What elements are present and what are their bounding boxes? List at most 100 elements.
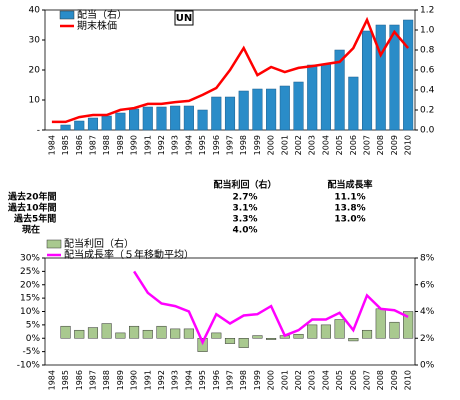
logo-box: [174, 10, 194, 26]
x-tick-label: 2001: [280, 370, 289, 390]
bar: [74, 329, 85, 339]
bar: [334, 319, 345, 339]
x-tick-label: 1984: [47, 370, 56, 390]
x-tick-label: 2010: [404, 370, 413, 390]
x-tick-label: 2004: [321, 135, 330, 155]
bar: [115, 112, 126, 131]
x-tick-label: 1995: [198, 370, 207, 390]
y2-tick-label: 0.4: [420, 86, 435, 96]
bar: [142, 329, 153, 339]
x-tick-label: 2007: [363, 135, 372, 155]
x-tick-label: 1988: [102, 370, 111, 390]
bar: [307, 324, 318, 339]
y2-tick-label: 0.2: [420, 106, 434, 116]
y-tick-label: 20: [29, 66, 41, 76]
y-tick-label: -5%: [22, 347, 40, 357]
bar: [375, 308, 386, 339]
x-tick-label: 1989: [116, 370, 125, 390]
x-tick-label: 1999: [253, 370, 262, 390]
y-tick-label: 40: [29, 6, 41, 16]
y-tick-label: 30%: [20, 254, 40, 264]
table-cell: 4.0%: [233, 226, 258, 236]
table-cell: 過去10年間: [7, 202, 57, 214]
x-tick-label: 2006: [349, 370, 358, 390]
x-tick-label: 1994: [184, 135, 193, 155]
x-tick-label: 1990: [130, 135, 139, 155]
bar: [320, 324, 331, 339]
x-tick-label: 1992: [157, 135, 166, 155]
bar: [60, 325, 71, 339]
bar: [252, 335, 263, 339]
bar: [375, 24, 386, 131]
y2-tick-label: 0.0: [420, 126, 435, 136]
y-tick-label: 20%: [20, 280, 40, 290]
y-tick-label: 10%: [20, 307, 40, 317]
legend-swatch: [46, 239, 62, 249]
x-tick-label: 2009: [390, 370, 399, 390]
bar: [361, 329, 373, 339]
y2-tick-label: 2%: [420, 334, 435, 344]
x-tick-label: 1989: [116, 135, 125, 155]
y2-tick-label: 0.8: [420, 46, 435, 56]
y-tick-label: 15%: [20, 294, 40, 304]
bar: [129, 325, 140, 339]
x-tick-label: 1996: [212, 135, 221, 155]
y-tick-label: 10: [29, 96, 41, 106]
table-cell: 13.0%: [334, 215, 365, 225]
y2-tick-label: 8%: [420, 254, 435, 264]
x-tick-label: 1986: [75, 135, 84, 155]
y2-tick-label: 1.2: [420, 6, 434, 16]
bar: [129, 108, 140, 131]
table-header: 配当利回（右）: [213, 179, 276, 191]
bar: [170, 105, 181, 131]
x-tick-label: 1991: [143, 370, 152, 390]
x-tick-label: 2004: [321, 370, 330, 390]
y-tick-label: 5%: [26, 320, 41, 330]
x-tick-label: 1985: [61, 370, 70, 390]
bar: [348, 338, 359, 342]
bar: [320, 63, 331, 131]
x-tick-label: 1984: [47, 135, 56, 155]
x-tick-label: 1995: [198, 135, 207, 155]
table-cell: 3.1%: [233, 204, 258, 214]
bar: [293, 81, 304, 131]
bar: [224, 96, 236, 131]
x-tick-label: 2003: [308, 370, 317, 390]
x-tick-label: 2005: [335, 135, 344, 155]
legend-label: 配当成長率（５年移動平均）: [64, 248, 194, 261]
legend-label: 配当利回（右）: [64, 237, 134, 250]
x-tick-label: 1992: [157, 370, 166, 390]
x-tick-label: 1997: [226, 135, 235, 155]
bar: [74, 120, 85, 131]
bar: [307, 64, 318, 131]
table-cell: 過去20年間: [7, 191, 57, 203]
bar: [361, 30, 373, 131]
bar: [115, 332, 126, 339]
y-tick-label: 30: [29, 36, 41, 46]
bar: [266, 338, 277, 340]
x-tick-label: 2003: [308, 135, 317, 155]
bar: [156, 106, 167, 131]
bar: [389, 24, 400, 131]
x-tick-label: 2002: [294, 135, 303, 155]
x-tick-label: 2000: [267, 370, 276, 390]
table-cell: 11.1%: [334, 193, 365, 203]
bar: [224, 338, 236, 344]
bar: [403, 19, 414, 131]
y-tick-label: -: [37, 126, 40, 136]
table-cell: 2.7%: [233, 193, 258, 203]
bar: [252, 88, 263, 131]
bar: [211, 332, 222, 339]
y2-tick-label: 0.6: [420, 66, 435, 76]
y-tick-label: -10%: [17, 361, 41, 371]
x-tick-label: 1985: [61, 135, 70, 155]
line: [51, 16, 410, 124]
bar: [293, 333, 304, 339]
x-tick-label: 1997: [226, 370, 235, 390]
bar: [279, 85, 290, 131]
x-tick-label: 1988: [102, 135, 111, 155]
x-tick-label: 1998: [239, 135, 248, 155]
x-tick-label: 2008: [376, 370, 385, 390]
x-tick-label: 2008: [376, 135, 385, 155]
bar: [403, 311, 414, 339]
